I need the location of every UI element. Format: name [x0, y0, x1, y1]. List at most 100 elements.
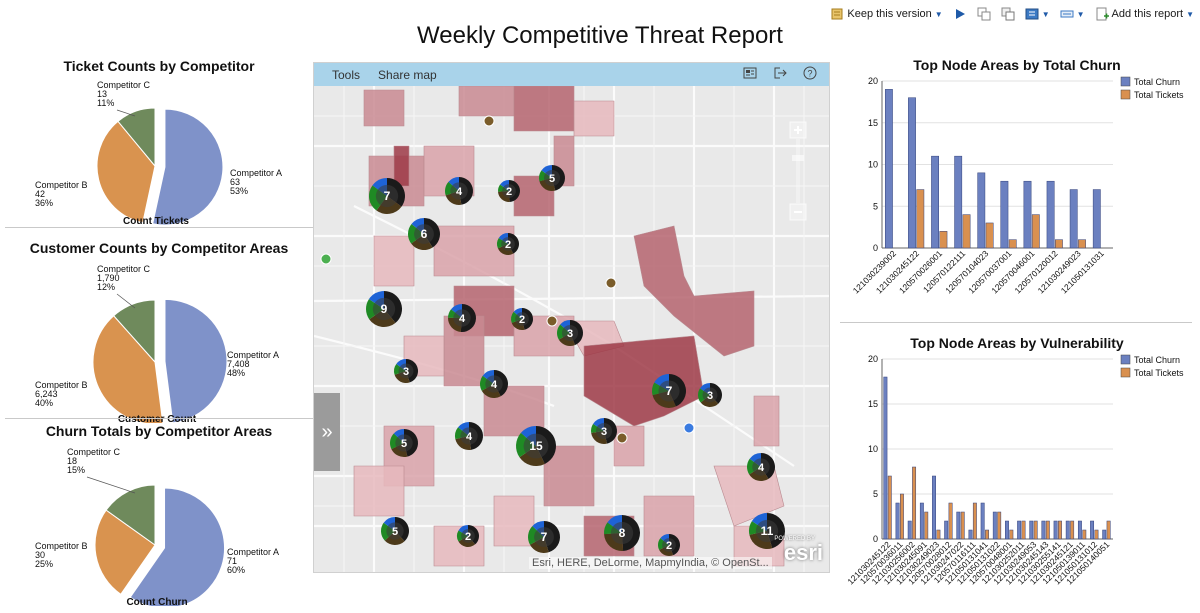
map-region[interactable]: [373, 235, 415, 287]
map-cluster[interactable]: 9: [366, 291, 402, 327]
map-region[interactable]: [393, 145, 410, 187]
map-point[interactable]: [683, 422, 695, 434]
bar-total-churn[interactable]: [1000, 180, 1009, 249]
pie-slice-competitor-a[interactable]: [152, 108, 224, 226]
pie-slice-competitor-c[interactable]: [117, 107, 156, 168]
keep-version-button[interactable]: Keep this version ▼: [830, 7, 943, 21]
bar-total-tickets[interactable]: [948, 502, 953, 540]
bar-total-tickets[interactable]: [1008, 239, 1017, 249]
map-cluster[interactable]: 3: [394, 359, 419, 383]
bar-total-churn[interactable]: [1046, 180, 1055, 249]
share-map-button[interactable]: Share map: [378, 67, 437, 82]
bar-total-tickets[interactable]: [1106, 520, 1111, 540]
bar-total-tickets[interactable]: [1078, 239, 1086, 249]
bar-total-tickets[interactable]: [962, 214, 971, 249]
bar-total-churn[interactable]: [1092, 189, 1101, 249]
map-cluster[interactable]: 5: [539, 165, 565, 191]
bar-total-tickets[interactable]: [1045, 520, 1050, 540]
bar-total-churn[interactable]: [931, 155, 939, 249]
bar-total-tickets[interactable]: [960, 511, 965, 540]
map-cluster[interactable]: 4: [480, 370, 508, 398]
map-cluster[interactable]: 4: [747, 453, 775, 482]
bar-total-churn[interactable]: [1005, 520, 1009, 540]
copy-button[interactable]: [977, 7, 991, 21]
map-cluster[interactable]: 8: [604, 515, 640, 551]
map-canvas[interactable]: 7425629423347354153452782112: [314, 86, 830, 573]
map-cluster[interactable]: 7: [369, 178, 405, 214]
bar-total-tickets[interactable]: [1070, 520, 1075, 540]
paste-button[interactable]: [1001, 7, 1015, 21]
pie-slice-competitor-c[interactable]: [113, 299, 156, 364]
bar-total-tickets[interactable]: [997, 511, 1002, 540]
map-region[interactable]: [633, 225, 755, 357]
map-region[interactable]: [513, 86, 575, 132]
map-region[interactable]: [613, 425, 645, 467]
bar-total-tickets[interactable]: [1009, 529, 1014, 540]
map-cluster[interactable]: 15: [516, 426, 556, 466]
bar-total-tickets[interactable]: [887, 475, 892, 540]
bar-total-churn[interactable]: [992, 511, 997, 540]
bar-total-churn[interactable]: [1023, 180, 1032, 249]
zoom-slider[interactable]: [789, 121, 807, 221]
map-point[interactable]: [483, 115, 495, 127]
map-cluster[interactable]: 7: [652, 374, 686, 408]
bar-total-tickets[interactable]: [1033, 520, 1038, 540]
map-cluster[interactable]: 6: [408, 218, 440, 250]
bar-total-churn[interactable]: [944, 520, 949, 540]
bar-total-tickets[interactable]: [1082, 529, 1087, 540]
map-region[interactable]: [573, 100, 615, 137]
bar-total-churn[interactable]: [977, 172, 986, 249]
map-cluster[interactable]: 5: [390, 429, 418, 457]
map-region[interactable]: [753, 395, 780, 447]
map-cluster[interactable]: 4: [445, 177, 473, 205]
help-icon[interactable]: ?: [803, 66, 817, 80]
map-cluster[interactable]: 11: [749, 513, 785, 549]
bar-total-churn[interactable]: [884, 89, 893, 249]
map-cluster[interactable]: 3: [698, 383, 722, 407]
bar-total-tickets[interactable]: [912, 466, 917, 540]
map-cluster[interactable]: 2: [497, 233, 519, 256]
bar-total-churn[interactable]: [1077, 520, 1082, 540]
bar-total-churn[interactable]: [1069, 189, 1078, 249]
map-cluster[interactable]: 5: [381, 517, 410, 545]
map-cluster[interactable]: 4: [455, 422, 483, 451]
sign-out-icon[interactable]: [773, 66, 787, 80]
pie-slice-competitor-b[interactable]: [94, 509, 156, 595]
map-cluster[interactable]: 7: [528, 521, 560, 553]
expand-panel-button[interactable]: »: [314, 393, 340, 471]
bar-total-tickets[interactable]: [1058, 520, 1062, 540]
pie-slice-competitor-c[interactable]: [105, 484, 156, 546]
map-cluster[interactable]: 3: [591, 418, 618, 445]
format-button[interactable]: ▼: [1060, 7, 1085, 21]
map-region[interactable]: [493, 495, 535, 547]
bar-total-churn[interactable]: [968, 529, 973, 540]
map-region[interactable]: [458, 86, 515, 117]
map-cluster[interactable]: 2: [658, 534, 680, 556]
map-cluster[interactable]: 2: [511, 308, 534, 330]
bar-total-tickets[interactable]: [985, 222, 994, 249]
pie-slice-competitor-a[interactable]: [129, 487, 226, 606]
bar-total-churn[interactable]: [895, 502, 900, 540]
bar-total-tickets[interactable]: [1021, 520, 1026, 540]
map-cluster[interactable]: 3: [557, 320, 584, 346]
pie-slice-competitor-b[interactable]: [96, 120, 156, 224]
bar-total-churn[interactable]: [919, 502, 924, 540]
bar-total-tickets[interactable]: [1031, 214, 1040, 249]
export-button[interactable]: ▼: [1025, 7, 1050, 21]
bar-total-churn[interactable]: [1053, 520, 1058, 540]
zoom-control[interactable]: [789, 121, 807, 221]
map-cluster[interactable]: 2: [457, 525, 479, 547]
bar-total-churn[interactable]: [1017, 520, 1022, 540]
bar-total-churn[interactable]: [1041, 520, 1046, 540]
map-region[interactable]: [543, 445, 595, 507]
map-point[interactable]: [616, 432, 628, 444]
basemap-icon[interactable]: [743, 66, 757, 80]
bar-total-tickets[interactable]: [936, 529, 941, 540]
map-point[interactable]: [546, 315, 558, 327]
play-button[interactable]: [953, 7, 967, 21]
map-region[interactable]: [353, 465, 405, 517]
bar-total-tickets[interactable]: [924, 511, 929, 540]
bar-total-churn[interactable]: [954, 155, 963, 249]
bar-total-tickets[interactable]: [1055, 239, 1063, 249]
